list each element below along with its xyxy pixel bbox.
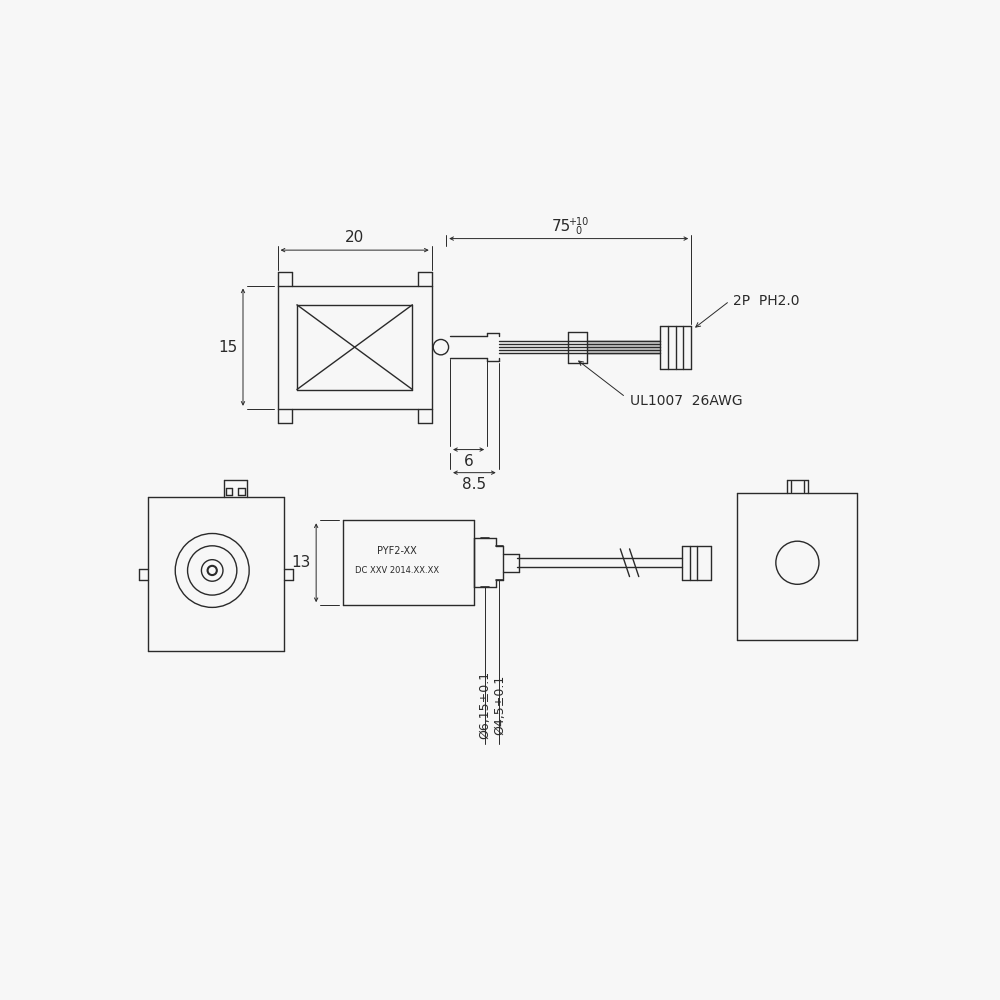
Text: 15: 15 xyxy=(218,340,237,355)
Text: 0: 0 xyxy=(576,226,582,236)
Text: Ø4,5±0.1: Ø4,5±0.1 xyxy=(493,675,506,735)
Text: PYF2-XX: PYF2-XX xyxy=(377,546,417,556)
Text: 2P  PH2.0: 2P PH2.0 xyxy=(733,294,800,308)
Text: 75: 75 xyxy=(551,219,571,234)
Text: Ø6,15±0.1: Ø6,15±0.1 xyxy=(478,671,491,739)
Text: UL1007  26AWG: UL1007 26AWG xyxy=(630,394,742,408)
Text: 8.5: 8.5 xyxy=(462,477,486,492)
Text: DC XXV 2014.XX.XX: DC XXV 2014.XX.XX xyxy=(355,566,439,575)
Text: 20: 20 xyxy=(345,230,364,245)
Text: 13: 13 xyxy=(291,555,310,570)
Text: +10: +10 xyxy=(568,217,588,227)
Text: 6: 6 xyxy=(464,454,473,469)
